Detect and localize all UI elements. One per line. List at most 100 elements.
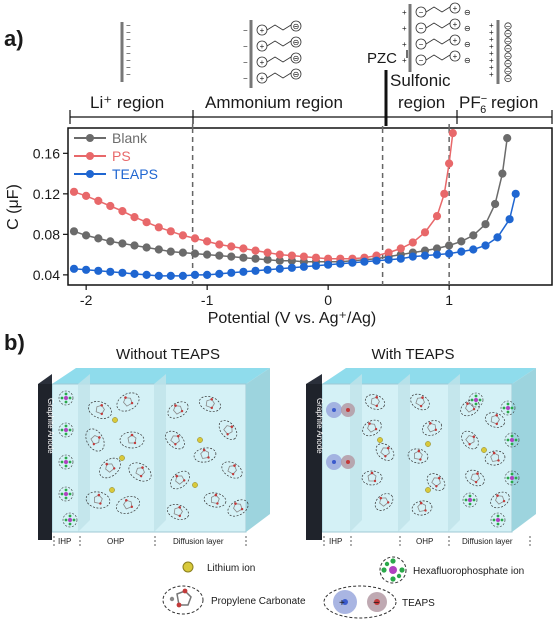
point-ps-7 <box>154 223 163 232</box>
legend-marker-blank <box>86 134 94 142</box>
point-teaps-11 <box>203 270 212 279</box>
svg-text:⊖: ⊖ <box>464 40 471 49</box>
svg-text:+: + <box>453 52 458 61</box>
point-ps-6 <box>142 218 151 227</box>
point-ps-16 <box>263 248 272 257</box>
point-blank-8 <box>166 247 175 256</box>
point-teaps-28 <box>408 252 417 261</box>
region-li-label: Li⁺ region <box>90 93 164 112</box>
layer-labels: IHP OHP Diffusion layer IHP OHP Diffusio… <box>58 537 513 546</box>
svg-text:+: + <box>453 4 458 13</box>
svg-text:⊖: ⊖ <box>293 22 300 31</box>
svg-text:⊖: ⊖ <box>293 38 300 47</box>
teaps-legend-label: TEAPS <box>402 598 435 609</box>
right-schematic <box>306 368 536 540</box>
svg-text:−: − <box>506 67 511 76</box>
svg-text:+: + <box>489 28 494 37</box>
svg-text:+: + <box>489 42 494 51</box>
svg-text:+: + <box>260 58 265 67</box>
point-blank-31 <box>445 241 454 250</box>
svg-text:−: − <box>506 45 511 54</box>
svg-text:−: − <box>126 28 131 37</box>
point-teaps-35 <box>493 233 502 242</box>
point-blank-5 <box>130 241 139 250</box>
point-blank-12 <box>215 251 224 260</box>
hexafluoro-legend-label: Hexafluorophosphate ion <box>413 566 524 577</box>
legend-label-ps: PS <box>112 148 131 164</box>
chart-legend: Blank PS TEAPS <box>74 130 158 182</box>
point-blank-16 <box>263 255 272 264</box>
x-tick-label-1: -1 <box>201 292 214 308</box>
point-blank-10 <box>190 249 200 258</box>
region-sulfonic-line2: region <box>398 93 445 112</box>
point-teaps-34 <box>481 241 490 250</box>
point-ps-8 <box>166 227 175 236</box>
point-teaps-33 <box>469 245 478 254</box>
right-ohp-label: OHP <box>416 537 433 546</box>
point-teaps-29 <box>420 251 430 260</box>
svg-text:−: − <box>126 56 131 65</box>
pc-legend-label: Propylene Carbonate <box>211 596 306 607</box>
pzc-label: PZC <box>367 50 397 67</box>
point-ps-31 <box>440 189 449 198</box>
region-bracket <box>69 110 553 124</box>
point-teaps-12 <box>215 269 224 278</box>
point-ps-13 <box>227 242 236 251</box>
point-ps-4 <box>118 207 127 216</box>
point-blank-11 <box>203 250 212 259</box>
series-layer <box>69 129 520 280</box>
point-teaps-6 <box>142 270 151 279</box>
x-tick-label-0: -2 <box>80 292 93 308</box>
point-teaps-1 <box>82 265 91 274</box>
left-schematic <box>38 368 270 540</box>
point-teaps-7 <box>154 271 163 280</box>
point-teaps-32 <box>457 247 466 256</box>
right-ihp-label: IHP <box>329 537 342 546</box>
svg-text:−: − <box>126 42 131 51</box>
svg-text:+: + <box>402 8 407 17</box>
point-ps-14 <box>239 244 248 253</box>
svg-text:+: + <box>489 35 494 44</box>
svg-text:+: + <box>453 36 458 45</box>
svg-text:+: + <box>402 24 407 33</box>
svg-text:−: − <box>243 58 248 67</box>
point-ps-9 <box>178 231 187 240</box>
point-ps-30 <box>432 212 442 221</box>
point-ps-5 <box>130 213 139 222</box>
point-ps-17 <box>275 250 284 259</box>
point-blank-6 <box>142 243 151 252</box>
svg-text:+: + <box>260 74 265 83</box>
left-diffusion-label: Diffusion layer <box>173 537 224 546</box>
point-blank-1 <box>82 231 91 240</box>
point-blank-34 <box>481 220 490 229</box>
panel-b-label: b) <box>4 330 25 355</box>
point-blank-33 <box>469 231 478 240</box>
point-teaps-22 <box>336 259 345 268</box>
svg-text:+: + <box>489 49 494 58</box>
svg-text:−: − <box>243 74 248 83</box>
svg-text:+: + <box>489 63 494 72</box>
point-teaps-17 <box>275 264 284 273</box>
point-teaps-0 <box>69 264 79 273</box>
point-ps-27 <box>396 244 405 253</box>
left-ohp-label: OHP <box>107 537 124 546</box>
hexafluorophosphate-icon <box>379 556 407 584</box>
point-teaps-27 <box>396 254 405 263</box>
legend-marker-teaps <box>86 170 94 178</box>
svg-text:−: − <box>506 75 511 84</box>
point-teaps-30 <box>432 250 442 259</box>
legend-label-teaps: TEAPS <box>112 166 158 182</box>
legend-marker-ps <box>86 152 94 160</box>
svg-text:−: − <box>126 35 131 44</box>
point-teaps-31 <box>445 249 454 258</box>
svg-text:+: + <box>260 26 265 35</box>
point-ps-11 <box>203 237 212 246</box>
point-teaps-21 <box>324 260 333 269</box>
point-blank-7 <box>154 245 163 254</box>
svg-text:+: + <box>489 21 494 30</box>
pf6-electrode-sketch: + − + − + − + − + − + − + − + − <box>489 20 512 84</box>
svg-text:+: + <box>339 598 345 609</box>
point-ps-10 <box>190 234 200 243</box>
x-axis-label: Potential (V vs. Ag⁺/Ag) <box>208 310 377 327</box>
point-teaps-18 <box>287 263 296 272</box>
